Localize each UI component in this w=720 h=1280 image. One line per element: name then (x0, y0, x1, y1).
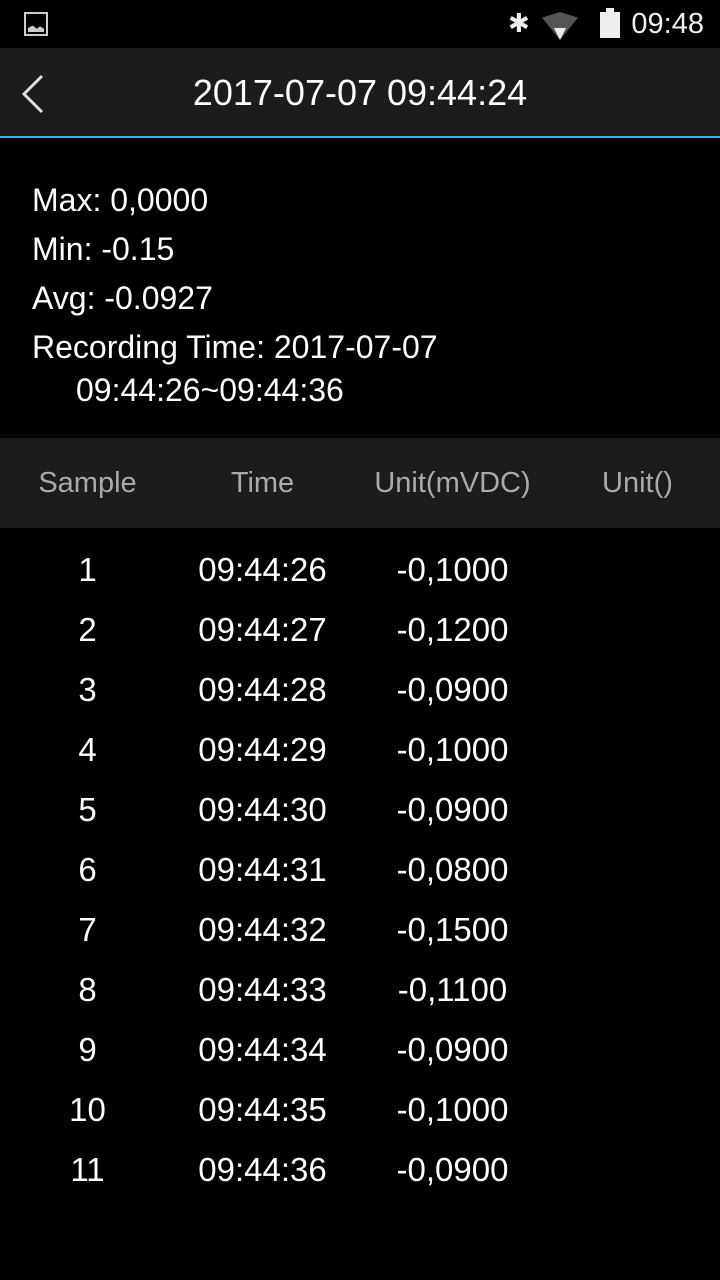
cell-value: -0,0800 (396, 851, 509, 888)
cell-sample: 6 (78, 851, 97, 888)
bluetooth-icon: ✱ (508, 8, 530, 38)
cell-value: -0,0900 (396, 671, 509, 708)
header-unit-mvdc: Unit(mVDC) (374, 466, 531, 499)
cell-value: -0,0900 (396, 791, 509, 828)
cell-time: 09:44:31 (198, 851, 327, 888)
table-row: 3 09:44:28 -0,0900 (0, 660, 720, 720)
data-table[interactable]: 1 09:44:26 -0,1000 2 09:44:27 -0,1200 3 09:44:2… (0, 528, 720, 1200)
cell-time: 09:44:29 (198, 731, 327, 768)
cell-value: -0,1000 (396, 1091, 509, 1128)
table-row: 2 09:44:27 -0,1200 (0, 600, 720, 660)
table-row: 8 09:44:33 -0,1100 (0, 960, 720, 1020)
avg-value: Avg: -0.0927 (32, 280, 213, 316)
status-time: 09:48 (631, 8, 704, 40)
table-row: 9 09:44:34 -0,0900 (0, 1020, 720, 1080)
header-sample: Sample (38, 466, 137, 499)
page-title: 2017-07-07 09:44:24 (192, 72, 528, 113)
table-row: 7 09:44:32 -0,1500 (0, 900, 720, 960)
max-value: Max: 0,0000 (32, 182, 209, 218)
header-unit: Unit() (602, 466, 673, 499)
cell-value: -0,1100 (397, 971, 508, 1008)
header-time: Time (230, 466, 295, 499)
min-value: Min: -0.15 (32, 231, 175, 267)
summary-panel: Max: 0,0000 Min: -0.15 Avg: -0.0927 Reco… (0, 138, 720, 438)
cell-sample: 2 (78, 611, 97, 648)
battery-icon (600, 8, 620, 38)
table-row: 1 09:44:26 -0,1000 (0, 540, 720, 600)
recording-time: Recording Time: 2017-07-07 (32, 329, 438, 365)
cell-sample: 8 (78, 971, 97, 1008)
cell-sample: 11 (70, 1151, 105, 1188)
back-button[interactable] (18, 72, 58, 116)
cell-time: 09:44:28 (198, 671, 327, 708)
cell-value: -0,1000 (396, 551, 509, 588)
gallery-icon (24, 12, 48, 36)
cell-value: -0,0900 (396, 1151, 509, 1188)
status-bar: ✱ 09:48 (0, 0, 720, 48)
table-row: 4 09:44:29 -0,1000 (0, 720, 720, 780)
table-header: Sample Time Unit(mVDC) Unit() (0, 438, 720, 528)
chevron-left-icon (21, 74, 44, 114)
cell-sample: 1 (78, 551, 97, 588)
cell-value: -0,1000 (396, 731, 509, 768)
cell-value: -0,1200 (396, 611, 509, 648)
cell-time: 09:44:35 (198, 1091, 327, 1128)
table-row: 11 09:44:36 -0,0900 (0, 1140, 720, 1200)
table-row: 6 09:44:31 -0,0800 (0, 840, 720, 900)
cell-sample: 9 (78, 1031, 97, 1068)
cell-sample: 3 (78, 671, 97, 708)
wifi-icon (542, 12, 578, 40)
cell-value: -0,1500 (396, 911, 509, 948)
recording-time-range: 09:44:26~09:44:36 (76, 372, 344, 408)
table-row: 5 09:44:30 -0,0900 (0, 780, 720, 840)
cell-sample: 7 (78, 911, 97, 948)
cell-sample: 5 (78, 791, 97, 828)
cell-time: 09:44:36 (198, 1151, 327, 1188)
cell-time: 09:44:32 (198, 911, 327, 948)
cell-sample: 4 (78, 731, 97, 768)
cell-time: 09:44:27 (198, 611, 327, 648)
cell-time: 09:44:34 (198, 1031, 327, 1068)
cell-time: 09:44:30 (198, 791, 327, 828)
cell-value: -0,0900 (396, 1031, 509, 1068)
cell-sample: 10 (69, 1091, 106, 1128)
cell-time: 09:44:33 (198, 971, 327, 1008)
table-row: 10 09:44:35 -0,1000 (0, 1080, 720, 1140)
app-bar: 2017-07-07 09:44:24 (0, 48, 720, 138)
cell-time: 09:44:26 (198, 551, 327, 588)
